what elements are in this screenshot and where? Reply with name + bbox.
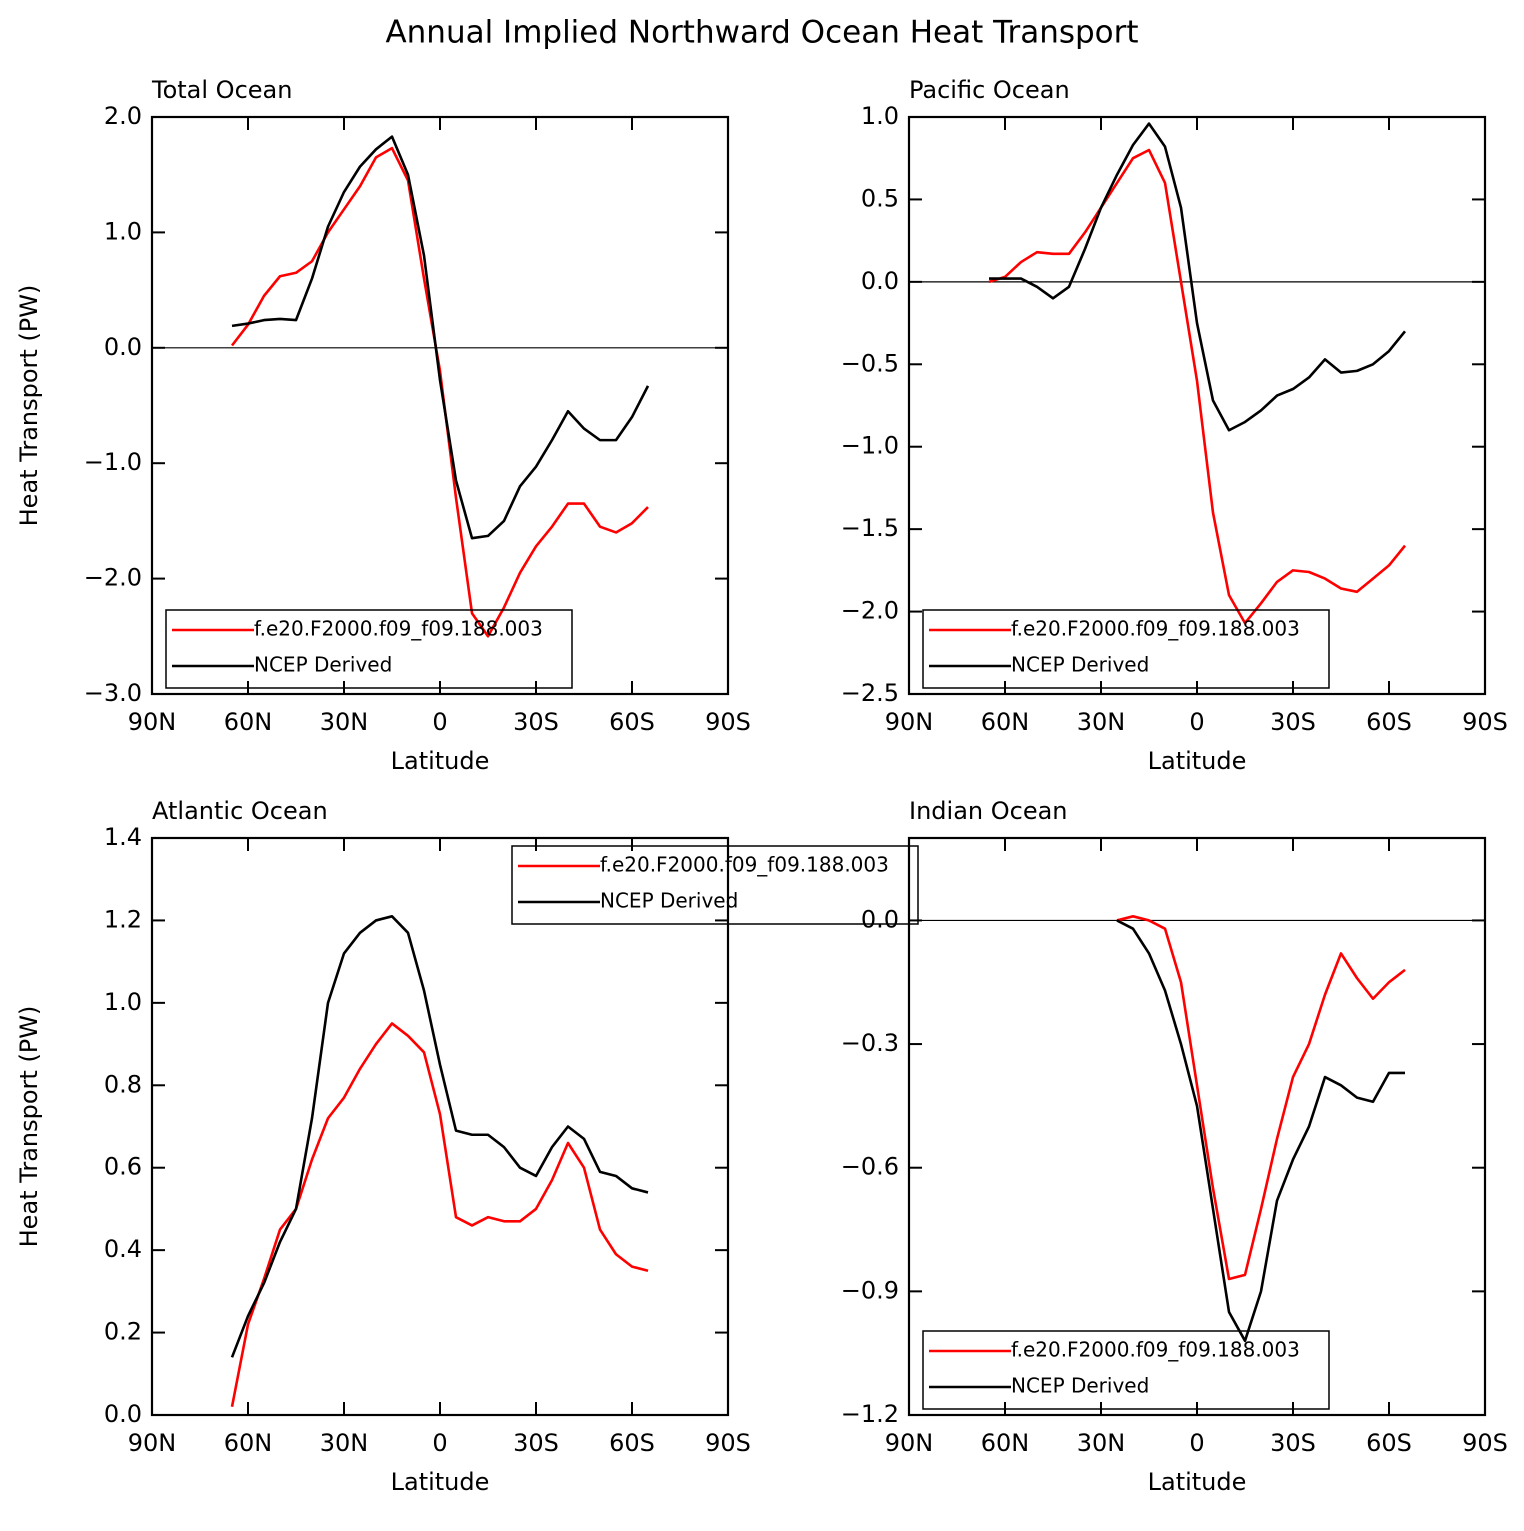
x-axis-label: Latitude: [1148, 1468, 1247, 1496]
legend-box: [511, 845, 919, 925]
figure-title: Annual Implied Northward Ocean Heat Tran…: [385, 15, 1138, 51]
legend-label: NCEP Derived: [1011, 1374, 1149, 1398]
y-tick-label: −2.5: [841, 679, 899, 707]
y-tick-label: −0.6: [841, 1153, 899, 1181]
data-line: [230, 915, 649, 1358]
x-tick-label: 30S: [513, 1429, 559, 1457]
y-tick-label: −2.0: [84, 564, 142, 592]
legend-box: [165, 609, 573, 689]
y-tick-label: 0.0: [104, 1400, 142, 1428]
x-tick-label: 90S: [705, 1429, 751, 1457]
y-axis-label: Heat Transport (PW): [15, 285, 43, 527]
x-tick-label: 90S: [1462, 1429, 1508, 1457]
y-tick-label: 1.0: [104, 988, 142, 1016]
panel-title: Atlantic Ocean: [152, 797, 328, 825]
y-tick-label: 0.6: [104, 1153, 142, 1181]
y-tick-label: −2.0: [841, 597, 899, 625]
legend-label: f.e20.F2000.f09_f09.188.003: [1011, 617, 1300, 641]
x-tick-label: 60S: [1366, 1429, 1412, 1457]
x-tick-label: 0: [1189, 1429, 1204, 1457]
data-line: [989, 122, 1407, 432]
x-tick-label: 30S: [1270, 708, 1316, 736]
x-tick-label: 30N: [1077, 708, 1126, 736]
legend-label: NCEP Derived: [1011, 653, 1149, 677]
panel-title: Indian Ocean: [909, 797, 1068, 825]
data-line: [988, 148, 1407, 625]
x-tick-label: 90N: [128, 708, 177, 736]
x-tick-label: 60S: [609, 708, 655, 736]
x-tick-label: 30N: [320, 1429, 369, 1457]
y-tick-label: 1.0: [861, 102, 899, 130]
legend-label: f.e20.F2000.f09_f09.188.003: [600, 853, 889, 877]
x-tick-label: 30N: [320, 708, 369, 736]
legend-label: f.e20.F2000.f09_f09.188.003: [254, 617, 543, 641]
y-tick-label: −1.2: [841, 1400, 899, 1428]
y-tick-label: 0.5: [861, 184, 899, 212]
x-tick-label: 30N: [1077, 1429, 1126, 1457]
panel-title: Pacific Ocean: [909, 76, 1070, 104]
panel: Total Ocean −3.0 −2.0 −1.0 0.0 1.0 2.0 90N 60N 30…: [15, 76, 751, 775]
plot-frame: [907, 115, 1487, 696]
legend-box: [922, 609, 1330, 689]
y-tick-label: 2.0: [104, 102, 142, 130]
panel: Indian Ocean −1.2 −0.9 −0.6 −0.3 0.0 90N 60N 30N…: [841, 797, 1508, 1496]
x-tick-label: 60S: [1366, 708, 1412, 736]
data-line: [1116, 919, 1405, 1343]
y-tick-label: 1.4: [104, 823, 142, 851]
data-line: [1116, 915, 1406, 1281]
y-axis-label: Heat Transport (PW): [15, 1006, 43, 1248]
x-tick-label: 90N: [128, 1429, 177, 1457]
y-tick-label: −1.5: [841, 514, 899, 542]
y-tick-label: 0.8: [104, 1070, 142, 1098]
x-tick-label: 60N: [224, 1429, 273, 1457]
y-tick-label: −0.5: [841, 349, 899, 377]
legend-label: f.e20.F2000.f09_f09.188.003: [1011, 1338, 1300, 1362]
x-tick-label: 30S: [513, 708, 559, 736]
plot-frame: [150, 115, 730, 696]
panel: Pacific Ocean −2.5 −2.0 −1.5 −1.0 −0.5 0.0 0.5 1…: [841, 76, 1508, 775]
x-tick-label: 60N: [981, 1429, 1030, 1457]
x-axis-label: Latitude: [391, 1468, 490, 1496]
data-line: [231, 135, 650, 540]
x-tick-label: 30S: [1270, 1429, 1316, 1457]
y-tick-label: −0.3: [841, 1029, 899, 1057]
x-tick-label: 90N: [885, 1429, 934, 1457]
legend-box: [922, 1330, 1330, 1410]
y-tick-label: 0.0: [861, 267, 899, 295]
y-tick-label: −0.9: [841, 1276, 899, 1304]
plot-frame: [150, 836, 730, 1417]
x-axis-label: Latitude: [1148, 747, 1247, 775]
y-tick-label: −1.0: [84, 448, 142, 476]
x-tick-label: 60N: [981, 708, 1030, 736]
x-tick-label: 60N: [224, 708, 273, 736]
y-tick-label: 1.0: [104, 217, 142, 245]
plot-frame: [907, 836, 1487, 1417]
x-axis-label: Latitude: [391, 747, 490, 775]
x-tick-label: 0: [1189, 708, 1204, 736]
y-tick-label: −3.0: [84, 679, 142, 707]
y-tick-label: −1.0: [841, 432, 899, 460]
data-line: [230, 146, 649, 638]
y-tick-label: 0.0: [861, 905, 899, 933]
panel-title: Total Ocean: [151, 76, 292, 104]
y-tick-label: 0.0: [104, 333, 142, 361]
x-tick-label: 90S: [1462, 708, 1508, 736]
x-tick-label: 90S: [705, 708, 751, 736]
y-tick-label: 1.2: [104, 905, 142, 933]
legend-label: NCEP Derived: [254, 653, 392, 677]
y-tick-label: 0.4: [104, 1235, 142, 1263]
y-tick-label: 0.2: [104, 1318, 142, 1346]
data-line: [230, 1022, 649, 1408]
legend-label: NCEP Derived: [600, 889, 738, 913]
panel: Atlantic Ocean 0.0 0.2 0.4 0.6 0.8 1.0 1.2 1.4 90…: [15, 797, 919, 1496]
x-tick-label: 0: [432, 1429, 447, 1457]
x-tick-label: 60S: [609, 1429, 655, 1457]
x-tick-label: 90N: [885, 708, 934, 736]
x-tick-label: 0: [432, 708, 447, 736]
